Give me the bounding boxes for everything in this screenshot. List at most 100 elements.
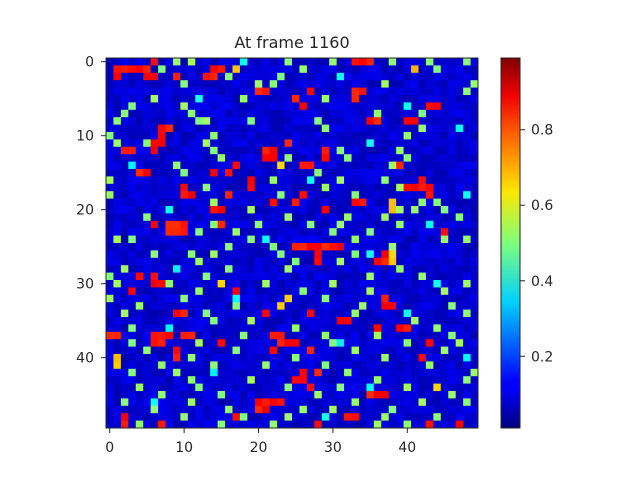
heatmap-cell	[366, 272, 375, 281]
heatmap-cell	[113, 376, 122, 384]
heatmap-cell	[351, 191, 360, 199]
heatmap-cell	[351, 361, 360, 370]
heatmap-cell	[292, 198, 300, 207]
heatmap-cell	[336, 161, 345, 170]
heatmap-cell	[225, 80, 233, 88]
heatmap-cell	[113, 354, 122, 362]
heatmap-cell	[106, 102, 114, 111]
heatmap-cell	[358, 80, 367, 88]
heatmap-cell	[143, 176, 151, 185]
heatmap-cell	[195, 161, 204, 170]
heatmap-cell	[202, 235, 211, 244]
heatmap-cell	[329, 146, 337, 155]
heatmap-cell	[314, 183, 323, 192]
heatmap-cell	[239, 383, 248, 392]
heatmap-cell	[411, 250, 419, 259]
heatmap-cell	[277, 198, 285, 207]
heatmap-cell	[254, 331, 263, 340]
heatmap-cell	[373, 191, 382, 199]
heatmap-cell	[336, 87, 345, 96]
heatmap-cell	[373, 183, 382, 192]
heatmap-cell	[187, 257, 196, 266]
heatmap-cell	[425, 124, 434, 133]
heatmap-cell	[388, 169, 397, 177]
heatmap-cell	[277, 228, 285, 236]
heatmap-cell	[232, 72, 241, 81]
heatmap-cell	[411, 183, 419, 192]
heatmap-cell	[202, 176, 211, 185]
colorbar-ticks: 0.20.40.60.8	[520, 123, 553, 365]
heatmap-cell	[470, 368, 479, 377]
plot-frame	[105, 57, 479, 429]
heatmap-cell	[292, 65, 300, 74]
heatmap-cell	[336, 198, 345, 207]
heatmap-cell	[254, 228, 263, 236]
heatmap-cell	[113, 191, 122, 199]
heatmap-cell	[440, 346, 449, 355]
heatmap-cell	[202, 132, 211, 140]
heatmap-cell	[217, 161, 226, 170]
heatmap-cell	[440, 169, 449, 177]
heatmap-cell	[262, 391, 271, 399]
heatmap-cell	[120, 132, 129, 140]
heatmap-cell	[440, 198, 449, 207]
heatmap-cell	[292, 280, 300, 288]
heatmap-cell	[172, 139, 181, 148]
heatmap-cell	[351, 287, 360, 296]
heatmap-cell	[106, 331, 114, 340]
heatmap-cell	[306, 317, 315, 325]
heatmap-cell	[351, 257, 360, 266]
heatmap-cell	[336, 183, 345, 192]
heatmap-cell	[292, 124, 300, 133]
heatmap-cell	[128, 146, 137, 155]
heatmap-cell	[299, 294, 308, 303]
heatmap-cell	[135, 124, 144, 133]
heatmap-cell	[254, 376, 263, 384]
heatmap-cell	[344, 405, 352, 414]
heatmap-cell	[448, 272, 457, 281]
heatmap-cell	[388, 95, 397, 103]
heatmap-cell	[381, 317, 390, 325]
heatmap-cell	[135, 331, 144, 340]
heatmap-cell	[284, 176, 293, 185]
heatmap-cell	[262, 361, 271, 370]
heatmap-cell	[470, 257, 479, 266]
heatmap-cell	[128, 272, 137, 281]
heatmap-cell	[336, 361, 345, 370]
heatmap-cell	[254, 413, 263, 421]
heatmap-cell	[463, 339, 471, 347]
heatmap-cell	[463, 132, 471, 140]
heatmap-cell	[411, 235, 419, 244]
heatmap-cell	[158, 368, 166, 377]
heatmap-cell	[306, 58, 315, 66]
heatmap-cell	[172, 257, 181, 266]
heatmap-cell	[463, 109, 471, 118]
heatmap-cell	[277, 383, 285, 392]
heatmap-cell	[411, 346, 419, 355]
heatmap-cell	[381, 383, 390, 392]
heatmap-cell	[239, 198, 248, 207]
heatmap-cell	[433, 220, 442, 229]
heatmap-cell	[306, 183, 315, 192]
heatmap-cell	[299, 346, 308, 355]
heatmap-cell	[165, 383, 174, 392]
heatmap-cell	[388, 413, 397, 421]
heatmap-cell	[172, 124, 181, 133]
heatmap-cell	[321, 243, 330, 251]
heatmap-cell	[195, 117, 204, 125]
heatmap-cell	[172, 109, 181, 118]
heatmap-cell	[418, 161, 427, 170]
heatmap-cell	[440, 161, 449, 170]
heatmap-cell	[165, 294, 174, 303]
heatmap-cell	[262, 183, 271, 192]
heatmap-cell	[262, 257, 271, 266]
heatmap-cell	[403, 331, 412, 340]
heatmap-cell	[344, 169, 352, 177]
heatmap-cell	[113, 213, 122, 222]
heatmap-cell	[470, 331, 479, 340]
heatmap-cell	[344, 176, 352, 185]
heatmap-cell	[351, 272, 360, 281]
heatmap-cell	[403, 354, 412, 362]
heatmap-cell	[143, 265, 151, 273]
heatmap-cell	[187, 220, 196, 229]
